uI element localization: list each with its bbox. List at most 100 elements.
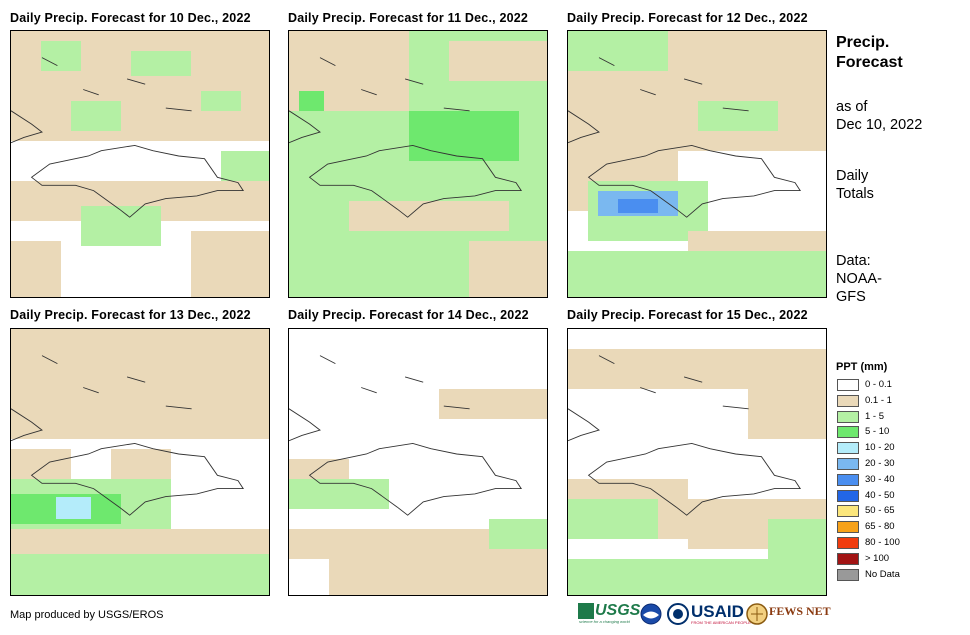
map-panel-dec-15 (567, 328, 827, 596)
precip-area (768, 519, 826, 559)
coastline (587, 442, 802, 516)
precip-area (11, 329, 269, 439)
precip-area (439, 389, 547, 419)
coastline (640, 89, 656, 96)
precip-area (41, 41, 81, 71)
precip-area (449, 41, 547, 81)
noaa-emblem-icon (640, 603, 662, 625)
coastline (722, 405, 749, 410)
precip-area (299, 91, 324, 111)
data-line1: Data: (836, 253, 871, 269)
legend-label: 1 - 5 (865, 410, 885, 422)
legend-swatch (837, 568, 859, 581)
coastline (11, 110, 43, 144)
usgs-logo-text: USGS (595, 602, 641, 619)
usgs-mark-icon (578, 603, 594, 619)
coastline (361, 387, 377, 394)
fewsnet-globe-icon (746, 603, 768, 625)
legend-swatch (837, 552, 859, 565)
precip-area (81, 206, 161, 246)
coastline (640, 387, 656, 394)
fewsnet-logo-text: FEWS NET (769, 604, 831, 618)
as-of-line1: as of (836, 99, 868, 115)
coastline (30, 144, 245, 218)
coastline (722, 107, 749, 112)
totals-line2: Totals (836, 186, 874, 202)
legend-swatch (837, 426, 859, 439)
panel-title-dec-12: Daily Precip. Forecast for 12 Dec., 2022 (567, 11, 808, 25)
legend-label: No Data (865, 568, 900, 580)
precip-area (568, 349, 826, 389)
coastline (165, 107, 192, 112)
coastline (598, 57, 615, 66)
precip-area (289, 459, 349, 479)
panel-title-dec-11: Daily Precip. Forecast for 11 Dec., 2022 (288, 11, 529, 25)
precip-area (568, 251, 826, 297)
map-panel-dec-14 (288, 328, 548, 596)
usaid-seal-icon (667, 603, 689, 625)
legend-swatch (837, 489, 859, 502)
coastline (41, 57, 58, 66)
credit-text: Map produced by USGS/EROS (10, 609, 164, 621)
coastline (683, 376, 703, 383)
coastline (83, 89, 99, 96)
legend-label: 30 - 40 (865, 473, 895, 485)
panel-title-dec-10: Daily Precip. Forecast for 10 Dec., 2022 (10, 11, 251, 25)
coastline (126, 376, 146, 383)
map-panel-dec-10 (10, 30, 270, 298)
as-of-text: as of Dec 10, 2022 (836, 98, 922, 134)
precip-area (131, 51, 191, 76)
map-panel-dec-11 (288, 30, 548, 298)
coastline (83, 387, 99, 394)
legend-swatch (837, 521, 859, 534)
coastline (319, 355, 336, 364)
precip-area (191, 231, 269, 297)
legend-label: 0 - 0.1 (865, 379, 892, 390)
coastline (404, 78, 424, 85)
coastline (683, 78, 703, 85)
precip-area (568, 559, 826, 595)
legend-swatch (837, 537, 859, 549)
precip-area (56, 497, 91, 519)
legend-swatch (837, 394, 859, 407)
legend-label: > 100 (865, 552, 890, 564)
usaid-tagline: FROM THE AMERICAN PEOPLE (691, 620, 751, 625)
coastline (308, 442, 523, 516)
coastline (587, 144, 802, 218)
precip-area (618, 199, 658, 213)
legend-swatch (837, 442, 859, 455)
legend-label: 0.1 - 1 (865, 394, 892, 406)
as-of-line2: Dec 10, 2022 (836, 117, 923, 133)
legend-swatch (837, 458, 859, 470)
precip-area (568, 31, 668, 71)
data-line2: NOAA- (836, 271, 882, 287)
legend-label: 40 - 50 (865, 489, 895, 501)
coastline (404, 376, 424, 383)
usgs-tagline: science for a changing world (579, 619, 630, 624)
totals-text: Daily Totals (836, 167, 874, 203)
precip-area (568, 499, 658, 539)
legend-swatch (837, 473, 859, 486)
coastline (30, 442, 245, 516)
totals-line1: Daily (836, 168, 869, 184)
map-panel-dec-12 (567, 30, 827, 298)
legend-swatch (837, 505, 859, 518)
legend-swatch (837, 410, 859, 423)
side-title: Precip. Forecast (836, 33, 903, 73)
precip-area (748, 389, 826, 439)
precip-area (489, 519, 547, 549)
legend-label: 65 - 80 (865, 521, 895, 533)
panel-title-dec-13: Daily Precip. Forecast for 13 Dec., 2022 (10, 308, 251, 322)
coastline (443, 405, 470, 410)
coastline (289, 408, 321, 442)
precip-area (698, 101, 778, 131)
legend-title: PPT (mm) (836, 361, 888, 373)
noaa-logo (640, 603, 662, 630)
data-source-text: Data: NOAA- GFS (836, 252, 882, 306)
precip-area (11, 554, 269, 595)
coastline (568, 110, 600, 144)
panel-title-dec-15: Daily Precip. Forecast for 15 Dec., 2022 (567, 308, 808, 322)
precip-area (201, 91, 241, 111)
precip-area (71, 101, 121, 131)
precip-area (409, 111, 519, 161)
